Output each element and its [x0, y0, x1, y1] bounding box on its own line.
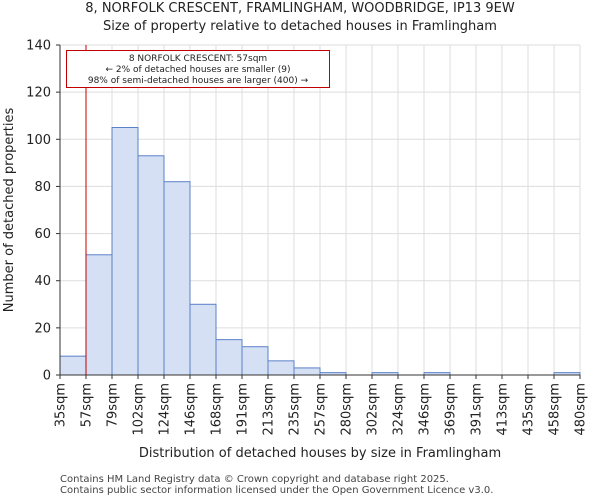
x-tick-label-0: 35sqm [54, 383, 69, 427]
bar-57sqm [85, 254, 113, 376]
x-tick-label-19: 458sqm [548, 383, 563, 436]
x-tick-label-11: 280sqm [340, 383, 355, 436]
x-tick-label-16: 391sqm [470, 383, 485, 436]
x-tick-label-10: 257sqm [314, 383, 329, 436]
x-axis-title: Distribution of detached houses by size … [139, 446, 501, 461]
x-tick-label-17: 413sqm [496, 383, 511, 436]
bar-191sqm [241, 346, 269, 376]
annotation-line-1: 8 NORFOLK CRESCENT: 57sqm [128, 54, 268, 64]
x-tick-label-1: 57sqm [80, 383, 95, 427]
y-tick-label-6: 120 [26, 86, 51, 101]
x-tick-label-20: 480sqm [574, 383, 589, 436]
y-tick-label-4: 80 [34, 180, 51, 195]
bar-235sqm [293, 367, 321, 376]
bar-124sqm [163, 181, 191, 376]
x-tick-label-15: 369sqm [444, 383, 459, 436]
bar-102sqm [137, 155, 165, 376]
bar-79sqm [111, 127, 139, 376]
x-tick-label-4: 124sqm [158, 383, 173, 436]
chart-title: 8, NORFOLK CRESCENT, FRAMLINGHAM, WOODBR… [85, 1, 515, 16]
x-tick-label-18: 435sqm [522, 383, 537, 436]
y-tick-label-3: 60 [34, 227, 51, 242]
footer-line-1: Contains HM Land Registry data © Crown c… [60, 474, 449, 485]
bar-168sqm [215, 339, 243, 376]
x-tick-label-14: 346sqm [418, 383, 433, 436]
x-tick-label-5: 146sqm [184, 383, 199, 436]
footer-line-2: Contains public sector information licen… [60, 485, 494, 496]
x-tick-label-3: 102sqm [132, 383, 147, 436]
x-tick-label-2: 79sqm [106, 383, 121, 427]
x-tick-label-12: 302sqm [366, 383, 381, 436]
bar-35sqm [59, 355, 87, 376]
y-tick-label-0: 0 [43, 369, 51, 384]
x-tick-label-9: 235sqm [288, 383, 303, 436]
bar-213sqm [267, 360, 295, 376]
y-tick-label-1: 20 [34, 321, 51, 336]
x-tick-label-7: 191sqm [236, 383, 251, 436]
y-tick-label-5: 100 [26, 133, 51, 148]
x-tick-label-13: 324sqm [392, 383, 407, 436]
x-tick-label-6: 168sqm [210, 383, 225, 436]
y-tick-label-2: 40 [34, 274, 51, 289]
annotation-line-3: 98% of semi-detached houses are larger (… [87, 76, 309, 86]
y-tick-label-7: 140 [26, 39, 51, 54]
annotation-box: 8 NORFOLK CRESCENT: 57sqm ← 2% of detach… [66, 50, 330, 88]
x-tick-label-8: 213sqm [262, 383, 277, 436]
annotation-line-2: ← 2% of detached houses are smaller (9) [105, 65, 291, 75]
y-axis-title: Number of detached properties [2, 108, 17, 313]
bar-146sqm [189, 303, 217, 376]
chart-subtitle: Size of property relative to detached ho… [103, 19, 497, 34]
